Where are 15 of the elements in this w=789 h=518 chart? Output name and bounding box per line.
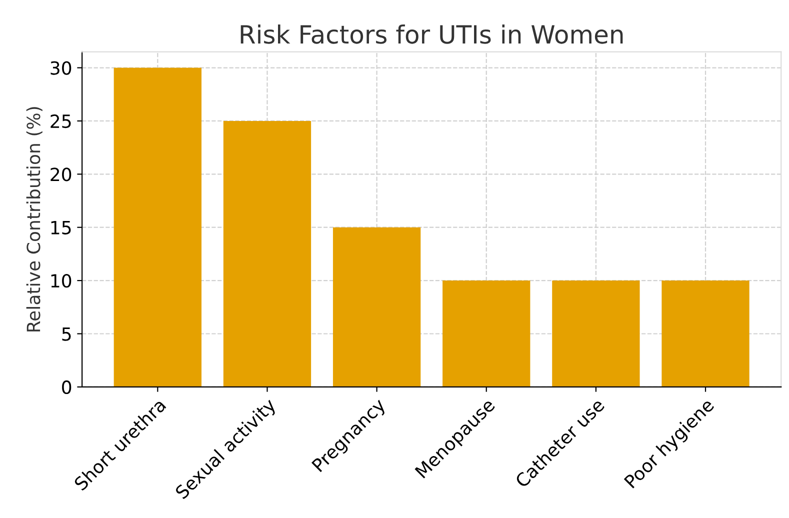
y-tick-label: 0: [62, 380, 72, 394]
y-tick-label: 30: [50, 61, 72, 75]
y-tick-label: 10: [51, 274, 72, 288]
y-axis-title: Relative Contribution (%): [26, 107, 42, 332]
bar: [223, 120, 312, 387]
y-tick-label: 15: [51, 221, 71, 234]
bar: [662, 280, 750, 387]
chart-title: Risk Factors for UTIs in Women: [240, 24, 623, 44]
bar: [332, 227, 421, 387]
bar: [442, 280, 530, 387]
bar: [114, 68, 202, 387]
y-tick-label: 5: [62, 327, 71, 341]
y-tick-label: 20: [50, 168, 72, 182]
bar: [552, 280, 640, 387]
y-tick-label: 25: [50, 114, 71, 128]
